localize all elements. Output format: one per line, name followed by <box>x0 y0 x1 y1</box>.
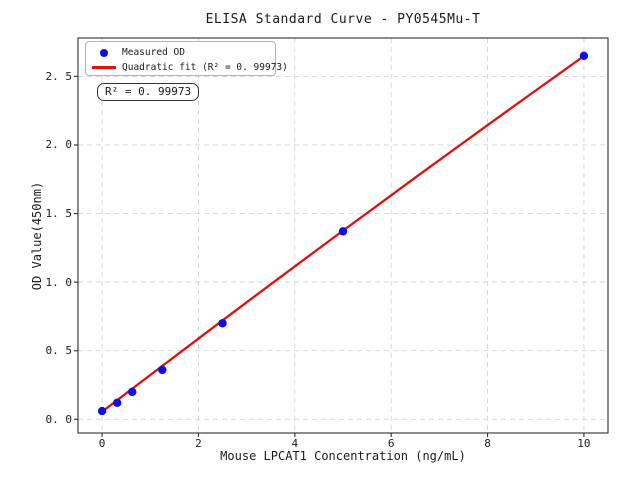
legend: Measured OD Quadratic fit (R² = 0. 99973… <box>85 41 288 76</box>
data-point <box>112 398 122 408</box>
y-tick-label: 1. 0 <box>45 275 73 289</box>
blue-dot-icon <box>100 48 108 57</box>
red-line-icon <box>92 66 116 69</box>
legend-entry-fit: Quadratic fit (R² = 0. 99973) <box>86 60 288 75</box>
axes-spines <box>77 37 609 434</box>
data-point <box>128 387 137 397</box>
data-point <box>338 227 348 236</box>
legend-fit-label: Quadratic fit (R² = 0. 99973) <box>122 62 288 73</box>
y-tick-label: 0. 0 <box>45 412 73 426</box>
x-tick-label: 10 <box>577 437 591 450</box>
x-tick-label: 6 <box>387 437 395 450</box>
y-tick-label: 1. 5 <box>45 207 73 221</box>
y-tick-label: 0. 5 <box>45 344 73 358</box>
y-tick-label: 2. 5 <box>45 69 73 83</box>
x-tick-label: 0 <box>98 437 106 450</box>
x-tick-label: 2 <box>195 437 202 450</box>
legend-entry-measured: Measured OD <box>86 45 275 60</box>
x-tick-label: 8 <box>484 437 491 450</box>
x-axis-label: Mouse LPCAT1 Concentration (ng/mL) <box>220 449 466 463</box>
fit-line-marker <box>91 66 117 69</box>
legend-measured-label: Measured OD <box>122 47 185 58</box>
data-point <box>218 319 227 328</box>
measured-od-marker <box>91 48 117 57</box>
chart-title: ELISA Standard Curve - PY0545Mu-T <box>205 12 481 27</box>
data-point <box>158 365 167 375</box>
r-squared-annotation: R² = 0. 99973 <box>97 83 200 101</box>
y-tick-label: 2. 0 <box>45 138 73 152</box>
data-point <box>97 406 107 416</box>
data-point <box>579 51 589 61</box>
x-tick-label: 4 <box>291 437 299 450</box>
